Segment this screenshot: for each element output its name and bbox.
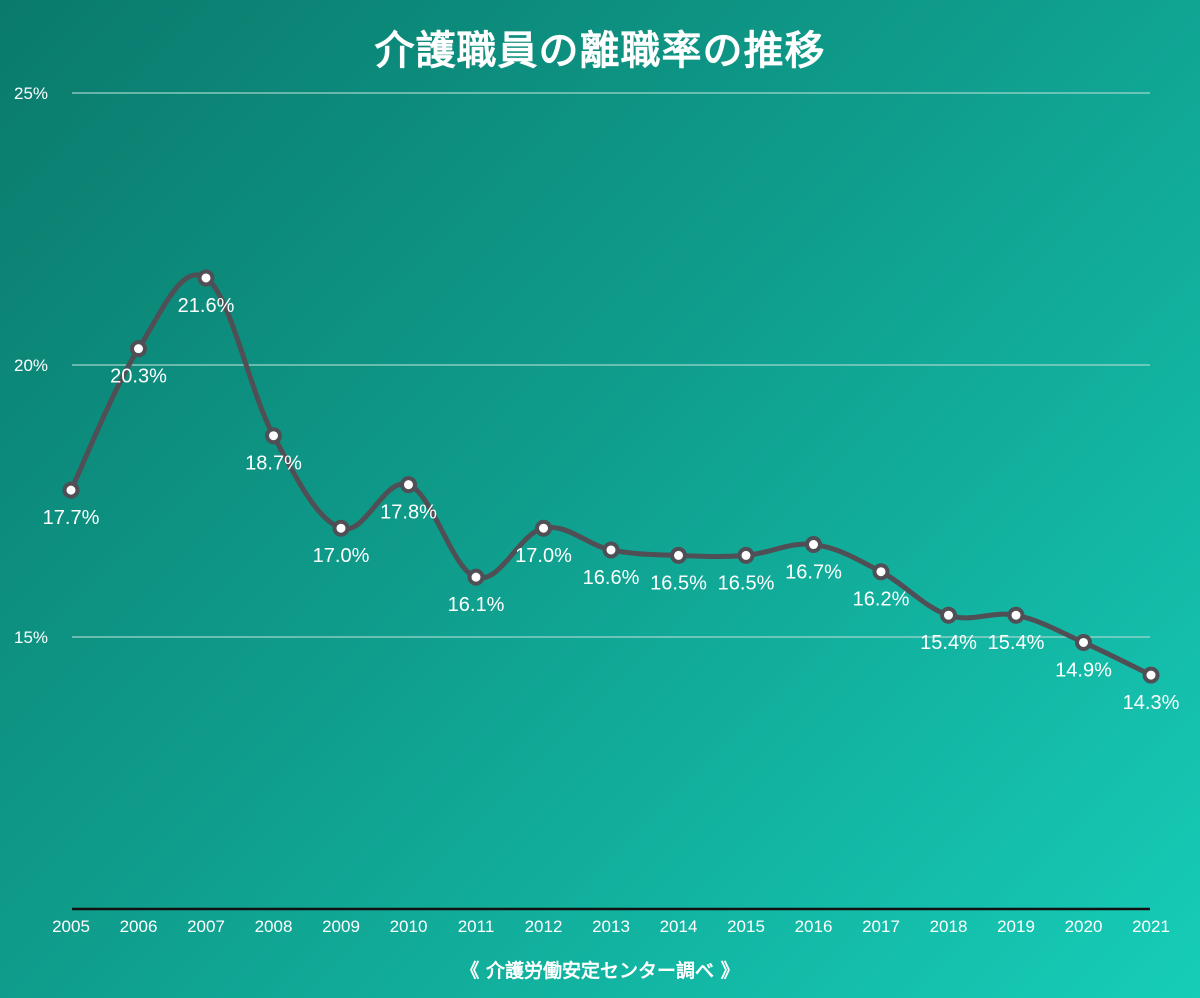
data-label: 18.7% [245,453,302,475]
x-tick-label: 2016 [795,917,833,936]
data-point [1007,606,1025,624]
x-tick-label: 2006 [120,917,158,936]
data-label: 16.5% [650,572,707,594]
x-tick-label: 2018 [930,917,968,936]
data-label: 17.7% [43,507,100,529]
x-tick-label: 2008 [255,917,293,936]
data-point [265,427,282,445]
data-label: 20.3% [110,366,167,388]
x-tick-label: 2017 [862,917,900,936]
data-label: 17.8% [380,502,437,524]
data-label: 15.4% [988,632,1045,654]
data-label: 16.2% [853,589,910,611]
y-tick-label: 20% [14,356,48,375]
data-point [940,606,957,624]
y-tick-label: 15% [14,628,48,647]
x-tick-label: 2021 [1132,917,1170,936]
data-label: 16.5% [718,572,775,594]
data-point [1075,633,1092,651]
data-point [130,340,147,358]
x-tick-label: 2011 [458,917,495,936]
x-tick-label: 2019 [997,917,1035,936]
x-tick-label: 2010 [390,917,428,936]
source-note: 《 介護労働安定センター調べ 》 [460,960,740,982]
data-point [1142,666,1160,684]
data-label: 16.7% [785,562,842,584]
data-label: 21.6% [178,295,235,317]
data-point [197,269,215,287]
x-tick-label: 2009 [322,917,360,936]
x-tick-label: 2014 [660,917,698,936]
data-point [602,541,620,559]
x-tick-label: 2013 [592,917,630,936]
data-label: 16.6% [583,567,640,589]
chart-title: 介護職員の離職率の推移 [374,28,826,74]
data-point [535,519,552,537]
x-tick-label: 2015 [727,917,765,936]
y-tick-label: 25% [14,84,48,103]
data-point [737,546,755,564]
x-tick-label: 2020 [1065,917,1103,936]
data-point [62,481,80,499]
data-label: 15.4% [920,632,977,654]
data-point [467,568,485,586]
data-label: 17.0% [313,545,370,567]
data-label: 16.1% [448,594,505,616]
data-point [400,476,417,494]
data-point [332,519,350,537]
data-label: 17.0% [515,545,572,567]
data-label: 14.9% [1055,659,1112,681]
data-point [670,546,687,564]
data-label: 14.3% [1123,692,1180,714]
series-line [68,272,1153,678]
x-tick-label: 2005 [52,917,90,936]
data-point [872,563,890,581]
x-tick-label: 2012 [525,917,563,936]
x-tick-label: 2007 [187,917,225,936]
data-point [805,536,822,554]
